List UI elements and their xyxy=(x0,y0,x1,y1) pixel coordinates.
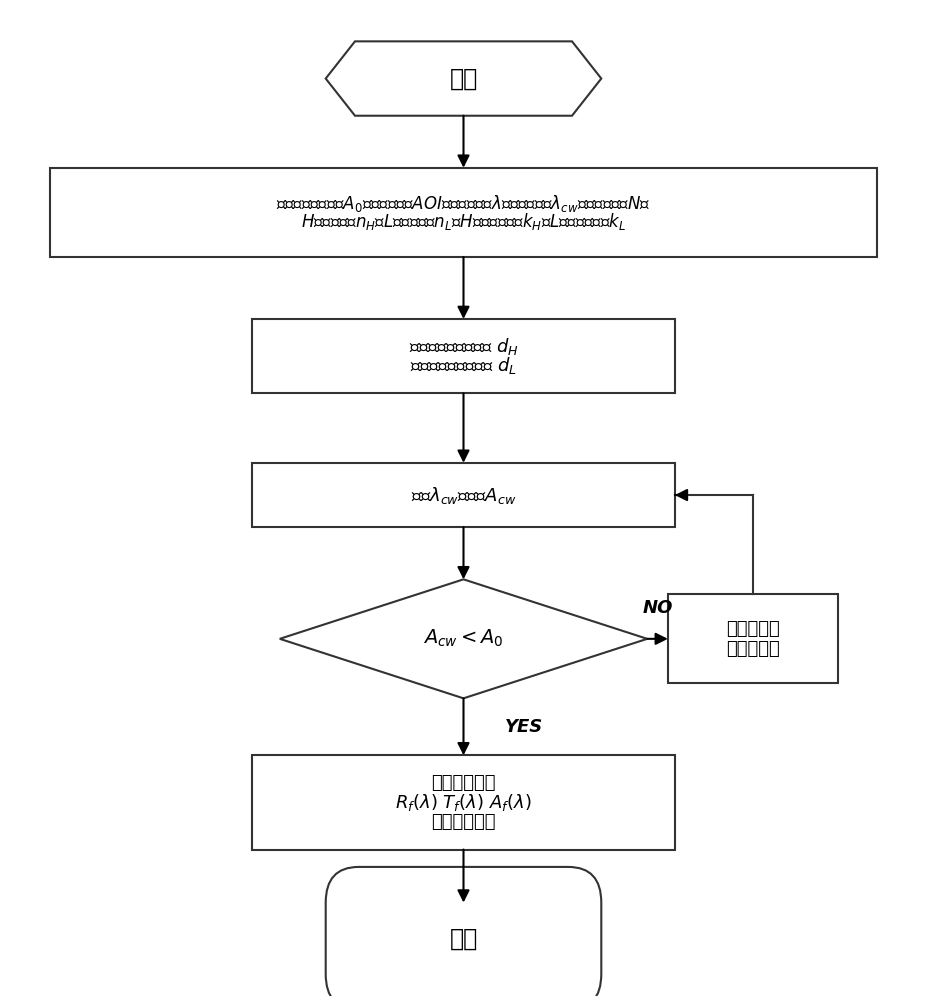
Text: 开始: 开始 xyxy=(450,67,477,91)
Text: 计算$\lambda_{cw}$的吸收$A_{cw}$: 计算$\lambda_{cw}$的吸收$A_{cw}$ xyxy=(411,485,516,506)
Text: YES: YES xyxy=(505,718,543,736)
Text: 高折射率层物理厚度 $d_H$: 高折射率层物理厚度 $d_H$ xyxy=(409,336,518,357)
Bar xyxy=(50,168,877,257)
Text: $R_f$($\lambda$) $T_f$($\lambda$) $A_f$($\lambda$): $R_f$($\lambda$) $T_f$($\lambda$) $A_f$(… xyxy=(395,792,532,813)
Bar xyxy=(252,755,675,850)
Text: 的物理厚度: 的物理厚度 xyxy=(726,640,780,658)
Text: 输出膜系结构: 输出膜系结构 xyxy=(431,813,496,831)
Polygon shape xyxy=(325,41,602,116)
Text: 计算光谱曲线: 计算光谱曲线 xyxy=(431,774,496,792)
Text: $A_{cw}<A_0$: $A_{cw}<A_0$ xyxy=(424,628,503,649)
FancyBboxPatch shape xyxy=(325,867,602,1000)
Text: 设定吸收率要求值$A_0$；设计角度：$AOI$；波长范围：$\lambda$；参考波长：$\lambda_{cw}$；膜层层数：$N$；: 设定吸收率要求值$A_0$；设计角度：$AOI$；波长范围：$\lambda$；… xyxy=(276,193,651,214)
Bar xyxy=(252,463,675,527)
Text: NO: NO xyxy=(642,599,673,617)
Polygon shape xyxy=(280,579,647,698)
Bar xyxy=(252,319,675,393)
Text: 结束: 结束 xyxy=(450,926,477,950)
Bar xyxy=(667,594,838,683)
Text: 调整外几层: 调整外几层 xyxy=(726,620,780,638)
Text: 低折射率层物理厚度 $d_L$: 低折射率层物理厚度 $d_L$ xyxy=(410,355,517,376)
Text: $H$层折射率：$n_H$；$L$层折射率：$n_L$；$H$层消光系数：$k_H$；$L$层消光系数：$k_L$: $H$层折射率：$n_H$；$L$层折射率：$n_L$；$H$层消光系数：$k_… xyxy=(301,211,626,232)
